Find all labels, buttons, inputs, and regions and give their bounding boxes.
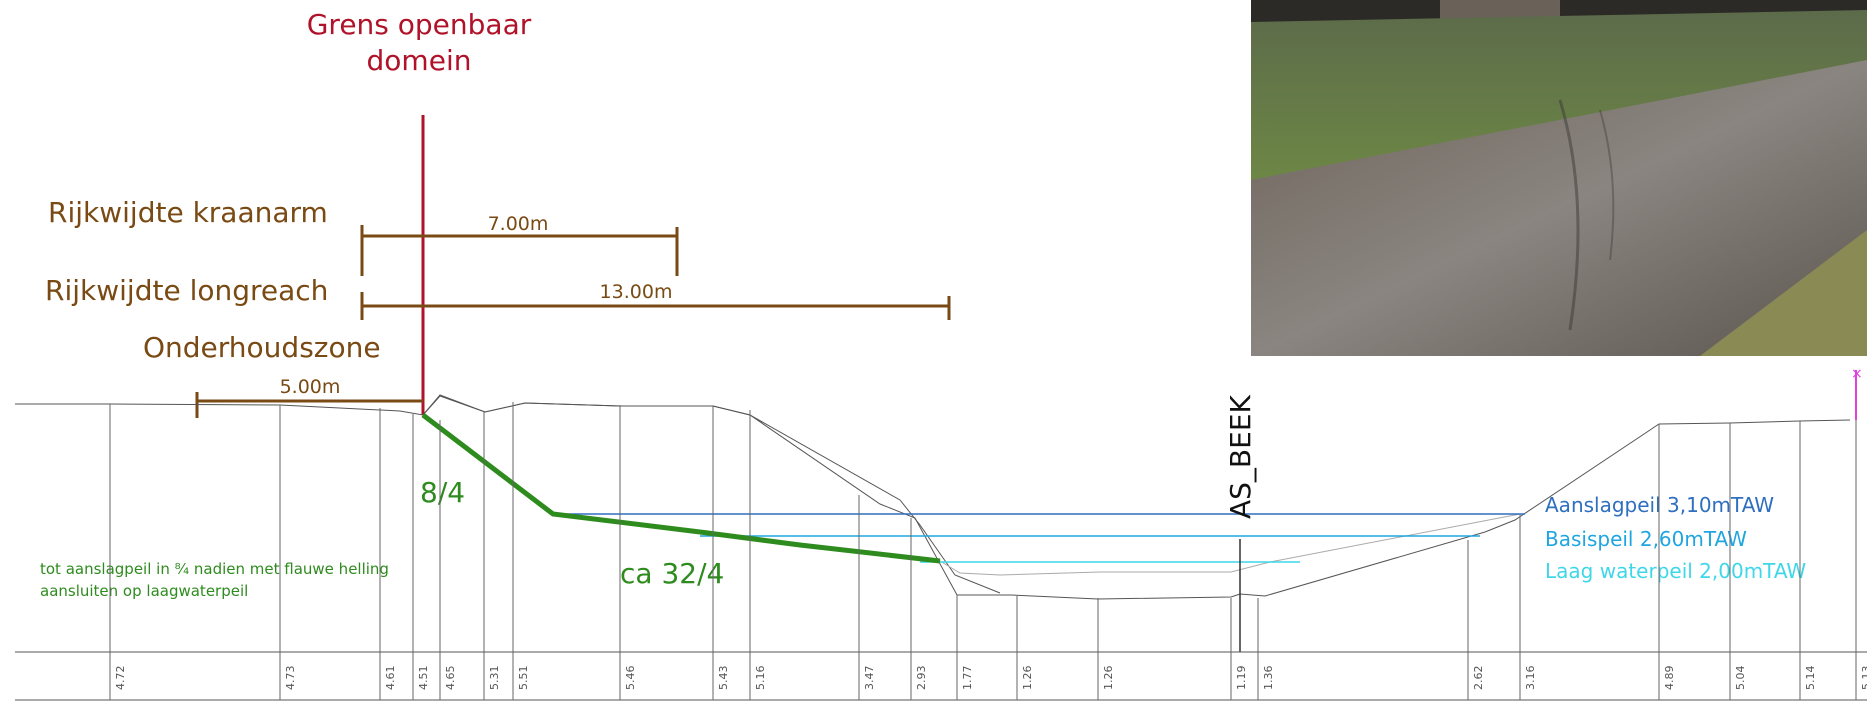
elevation-label: 2.62 — [1472, 666, 1485, 691]
elevation-label: 5.04 — [1734, 666, 1747, 691]
elevation-label: 1.26 — [1102, 666, 1115, 691]
elevation-label: 4.89 — [1663, 666, 1676, 691]
design-profile — [939, 513, 1521, 576]
elevation-label: 4.72 — [114, 666, 127, 691]
elevation-label: 2.93 — [915, 666, 928, 691]
elevation-label: 1.19 — [1235, 666, 1248, 691]
axis-label: AS_BEEK — [1224, 394, 1257, 519]
dimension-longreach-label: 13.00m — [600, 281, 673, 303]
slope-note-line1: tot aanslagpeil in ⁸⁄₄ nadien met flauwe… — [40, 560, 389, 578]
base-water-level-label: Basispeil 2,60mTAW — [1545, 527, 1747, 551]
elevation-label: 5.31 — [488, 666, 501, 691]
dimension-longreach — [360, 292, 951, 320]
elevation-label: 1.36 — [1262, 666, 1275, 691]
elevation-label: 4.61 — [384, 666, 397, 691]
slope-upper-label: 8/4 — [420, 476, 465, 509]
crane-reach-label: Rijkwijdte kraanarm — [48, 196, 328, 229]
elevation-label: 4.73 — [284, 666, 297, 691]
elevation-label: 4.51 — [417, 666, 430, 691]
elevation-label: 4.65 — [444, 666, 457, 691]
ditch-photo — [1251, 0, 1867, 356]
high-water-level-label: Aanslagpeil 3,10mTAW — [1545, 493, 1774, 517]
marker-cross-icon: × — [1851, 366, 1863, 382]
station-lines: 4.72 4.73 4.61 4.51 4.65 5.31 5.51 5.46 5.43 5.16… — [109, 402, 1867, 700]
elevation-label: 3.16 — [1524, 666, 1537, 691]
slope-lower-label: ca 32/4 — [620, 557, 724, 590]
photo-near-bank — [1700, 230, 1867, 356]
dimension-crane-label: 7.00m — [488, 213, 549, 235]
elevation-label: 5.16 — [754, 666, 767, 691]
slope-note-line2: aansluiten op laagwaterpeil — [40, 582, 248, 600]
elevation-label: 5.51 — [517, 666, 530, 691]
elevation-label: 5.13 — [1860, 666, 1867, 691]
elevation-label: 5.46 — [624, 666, 637, 691]
longreach-reach-label: Rijkwijdte longreach — [45, 274, 328, 307]
elevation-label: 1.77 — [961, 666, 974, 691]
elevation-label: 5.43 — [717, 666, 730, 691]
boundary-label-line2: domein — [367, 44, 472, 77]
elevation-label: 1.26 — [1021, 666, 1034, 691]
boundary-label-line1: Grens openbaar — [307, 8, 532, 41]
elevation-label: 5.14 — [1804, 666, 1817, 691]
elevation-label: 3.47 — [863, 666, 876, 691]
low-water-level-label: Laag waterpeil 2,00mTAW — [1545, 559, 1806, 583]
design-slope-line — [421, 413, 941, 564]
photo-water — [1251, 60, 1867, 356]
maintenance-zone-label: Onderhoudszone — [143, 331, 381, 364]
dimension-maintenance-label: 5.00m — [280, 376, 341, 398]
dimension-crane — [360, 225, 679, 276]
